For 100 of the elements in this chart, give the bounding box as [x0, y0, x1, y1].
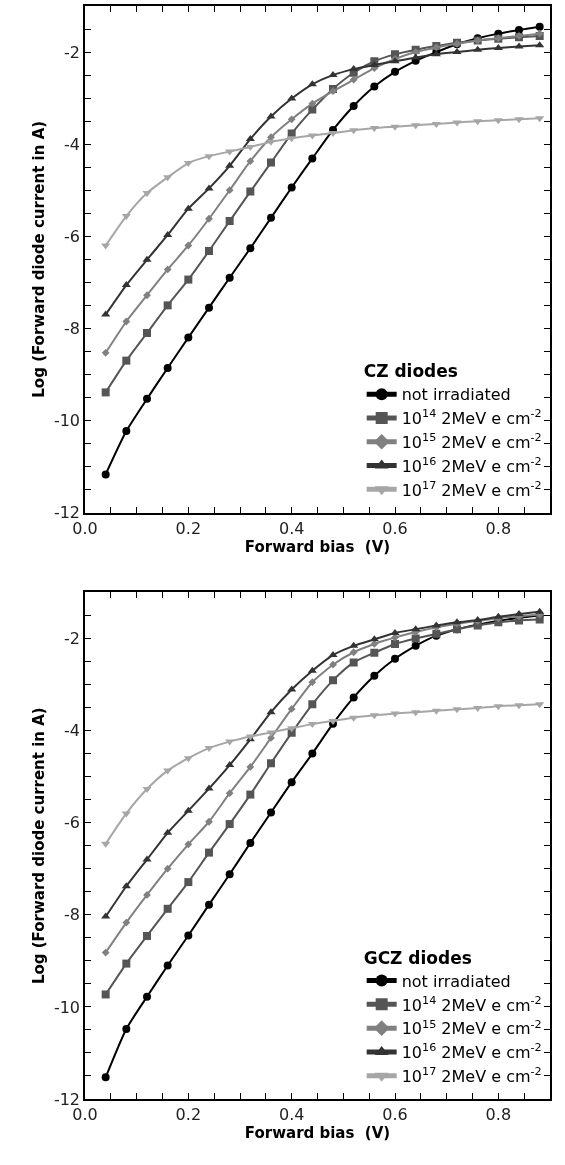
- legend-label: 10$^{17}$ 2MeV e cm$^{-2}$: [401, 478, 542, 500]
- point: [184, 241, 193, 250]
- point: [391, 67, 399, 76]
- point: [349, 693, 358, 702]
- point: [287, 115, 296, 124]
- point: [391, 639, 399, 648]
- point: [287, 778, 296, 787]
- point: [184, 275, 193, 284]
- x-tick-label: 0.2: [175, 1104, 202, 1124]
- point: [266, 708, 276, 715]
- point: [163, 363, 172, 372]
- point: [121, 882, 131, 889]
- point: [369, 126, 379, 133]
- y-tick-label: -10: [53, 997, 81, 1017]
- point: [266, 139, 276, 146]
- point: [101, 243, 111, 250]
- point: [535, 41, 545, 48]
- point: [101, 990, 110, 999]
- point: [514, 117, 524, 124]
- x-tick-label: 0.8: [485, 518, 512, 538]
- point: [205, 848, 213, 857]
- y-axis-title: Log (Forward diode current in A): [29, 120, 48, 398]
- point: [308, 154, 317, 163]
- point: [163, 828, 173, 835]
- point: [245, 144, 255, 151]
- point: [328, 651, 338, 658]
- point: [493, 612, 503, 619]
- point: [390, 628, 400, 635]
- point: [245, 135, 255, 142]
- point: [411, 53, 421, 60]
- point: [246, 187, 255, 196]
- point: [121, 214, 131, 221]
- point: [143, 992, 151, 1001]
- point: [225, 161, 235, 168]
- point: [431, 621, 441, 628]
- legend-label: 10$^{15}$ 2MeV e cm$^{-2}$: [401, 431, 542, 452]
- point: [184, 333, 193, 342]
- point: [184, 840, 193, 849]
- point: [101, 841, 111, 848]
- point: [349, 658, 358, 667]
- point: [246, 763, 255, 771]
- point: [493, 43, 503, 50]
- point: [205, 247, 213, 256]
- point: [163, 230, 173, 237]
- legend-label: 10$^{15}$ 2MeV e cm$^{-2}$: [401, 1017, 542, 1039]
- point: [535, 607, 545, 614]
- legend-label: 10$^{16}$ 2MeV e cm$^{-2}$: [401, 455, 542, 476]
- point: [142, 255, 152, 262]
- point: [142, 855, 152, 862]
- point: [101, 948, 110, 957]
- point: [184, 931, 193, 940]
- point: [225, 789, 234, 798]
- point: [101, 470, 110, 479]
- point: [267, 213, 275, 222]
- point: [122, 1024, 131, 1033]
- point: [121, 811, 131, 818]
- point: [101, 310, 111, 317]
- point: [266, 112, 276, 119]
- point: [307, 666, 317, 673]
- point: [163, 175, 173, 182]
- y-tick-label: -10: [53, 411, 81, 431]
- x-tick-label: 0.4: [278, 1104, 305, 1124]
- y-tick-label: -8: [64, 905, 81, 925]
- point: [452, 707, 462, 714]
- point: [431, 121, 441, 128]
- point: [163, 265, 172, 274]
- point: [514, 703, 524, 710]
- point: [204, 746, 214, 753]
- legend-title: CZ diodes: [363, 361, 458, 382]
- point: [287, 705, 296, 713]
- point: [246, 157, 255, 166]
- point: [411, 710, 421, 717]
- point: [225, 761, 235, 768]
- point: [183, 204, 193, 211]
- point: [493, 704, 503, 711]
- point: [370, 82, 379, 91]
- point: [246, 838, 255, 847]
- point: [349, 641, 359, 648]
- point: [143, 291, 151, 300]
- point: [391, 654, 399, 663]
- point: [163, 961, 172, 970]
- legend-title: GCZ diodes: [363, 947, 472, 968]
- point: [287, 136, 297, 143]
- y-tick-label: -4: [64, 721, 81, 741]
- point: [308, 749, 317, 758]
- point: [246, 244, 255, 253]
- point: [122, 959, 131, 968]
- point: [493, 118, 503, 125]
- point: [514, 42, 524, 49]
- point: [225, 273, 234, 282]
- y-axis-title: Log (Forward diode current in A): [29, 707, 48, 985]
- x-axis-title: Forward bias (V): [244, 1123, 391, 1142]
- point: [411, 641, 420, 650]
- x-axis-title: Forward bias (V): [244, 537, 391, 556]
- x-tick-label: 0.8: [485, 1104, 512, 1124]
- x-tick-label: 0.6: [382, 1104, 408, 1124]
- point: [204, 154, 214, 161]
- point: [535, 22, 544, 31]
- y-tick-label: -2: [64, 629, 81, 649]
- point: [143, 394, 151, 403]
